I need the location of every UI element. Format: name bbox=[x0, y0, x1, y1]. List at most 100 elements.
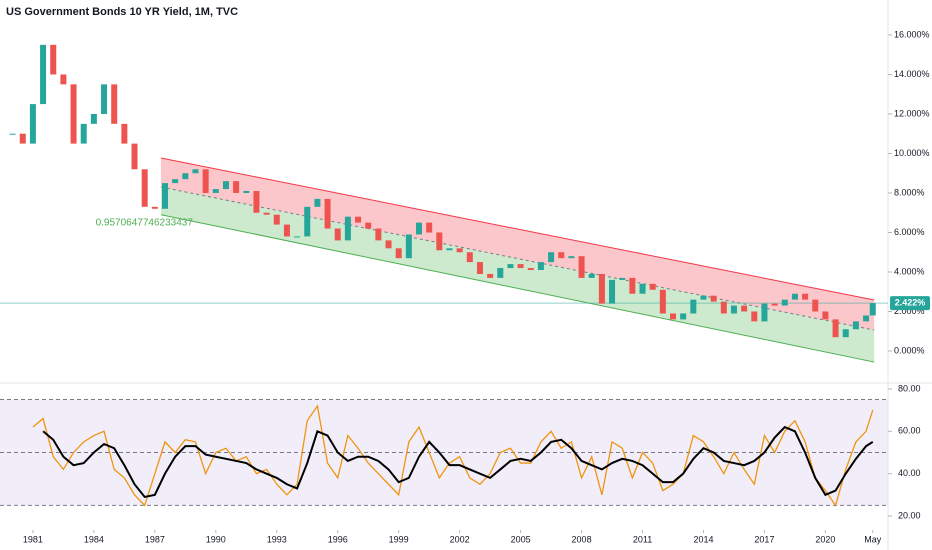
x-tick-label: 1996 bbox=[328, 534, 348, 544]
candle bbox=[294, 236, 301, 238]
candle bbox=[619, 277, 626, 280]
y2-tick-label: 80.00 bbox=[898, 383, 921, 393]
candle bbox=[405, 234, 412, 259]
candle bbox=[822, 311, 829, 320]
candle bbox=[456, 248, 463, 253]
candle bbox=[121, 123, 128, 144]
candle bbox=[690, 299, 697, 314]
x-tick-label: 1981 bbox=[23, 534, 43, 544]
x-tick-label: 2002 bbox=[450, 534, 470, 544]
x-tick-label: 2014 bbox=[693, 534, 713, 544]
candle bbox=[771, 303, 778, 306]
candle bbox=[202, 169, 209, 193]
candle bbox=[700, 295, 707, 300]
x-tick-label: 1999 bbox=[389, 534, 409, 544]
y2-tick-label: 60.00 bbox=[898, 426, 921, 436]
x-tick-label: 1993 bbox=[267, 534, 287, 544]
candle bbox=[314, 198, 321, 207]
candle bbox=[355, 216, 362, 223]
candle bbox=[869, 303, 876, 316]
candle bbox=[710, 295, 717, 302]
candle bbox=[812, 299, 819, 312]
y-tick-label: 10.000% bbox=[894, 148, 930, 158]
candle bbox=[416, 222, 423, 235]
candle bbox=[720, 301, 727, 314]
candle bbox=[29, 104, 36, 144]
candle bbox=[304, 206, 311, 237]
candle bbox=[639, 283, 646, 294]
chart-title: US Government Bonds 10 YR Yield, 1M, TVC bbox=[6, 6, 238, 18]
candle bbox=[375, 228, 382, 241]
x-tick-label: 2005 bbox=[511, 534, 531, 544]
candle bbox=[80, 123, 87, 144]
channel-label: 0.9570647746233437 bbox=[96, 217, 194, 228]
candle bbox=[507, 264, 514, 269]
candle bbox=[446, 248, 453, 251]
candle bbox=[781, 299, 788, 306]
candle bbox=[517, 264, 524, 269]
candle bbox=[385, 240, 392, 249]
candle bbox=[741, 305, 748, 312]
candle bbox=[568, 256, 575, 259]
candle bbox=[598, 273, 605, 304]
candle bbox=[90, 113, 97, 124]
candle bbox=[344, 216, 351, 241]
candle bbox=[334, 228, 341, 241]
channel-lower bbox=[160, 214, 875, 363]
candle bbox=[426, 222, 433, 233]
last-value-box bbox=[890, 296, 930, 311]
candle bbox=[182, 173, 189, 180]
x-tick-label: 2017 bbox=[754, 534, 774, 544]
candle bbox=[111, 84, 118, 124]
candle bbox=[70, 84, 77, 144]
x-tick-label: 1990 bbox=[206, 534, 226, 544]
x-tick-label: 2011 bbox=[633, 534, 652, 544]
candle bbox=[609, 279, 616, 304]
y-tick-label: 12.000% bbox=[894, 108, 930, 118]
x-tick-label: 1984 bbox=[84, 534, 104, 544]
candle bbox=[172, 179, 179, 184]
candle bbox=[791, 293, 798, 300]
candle bbox=[578, 256, 585, 278]
channel-upper bbox=[160, 157, 875, 301]
candle bbox=[60, 74, 67, 85]
channel-middle bbox=[160, 186, 875, 331]
candle bbox=[253, 191, 260, 213]
candle bbox=[273, 214, 280, 225]
candle bbox=[649, 283, 656, 290]
candle bbox=[802, 293, 809, 300]
candle bbox=[466, 252, 473, 263]
candle bbox=[761, 303, 768, 322]
candle bbox=[487, 273, 494, 278]
candle bbox=[19, 133, 26, 144]
candle bbox=[558, 252, 565, 259]
candle bbox=[537, 262, 544, 271]
rsi-line bbox=[32, 404, 874, 507]
candle bbox=[324, 198, 331, 229]
candle bbox=[863, 315, 870, 322]
y-tick-label: 16.000% bbox=[894, 29, 930, 39]
candle bbox=[852, 321, 859, 330]
candle bbox=[659, 289, 666, 314]
candle bbox=[9, 133, 16, 135]
candle bbox=[395, 248, 402, 259]
candle bbox=[233, 181, 240, 193]
candle bbox=[680, 313, 687, 320]
candle bbox=[50, 44, 57, 75]
y2-tick-label: 40.00 bbox=[898, 468, 921, 478]
y-tick-label: 2.000% bbox=[894, 306, 925, 316]
candle bbox=[548, 252, 555, 263]
candle bbox=[527, 268, 534, 271]
channel-upper-area bbox=[160, 158, 875, 331]
candle bbox=[101, 84, 108, 114]
candle bbox=[436, 232, 443, 251]
x-tick-label: 2008 bbox=[572, 534, 592, 544]
candle bbox=[588, 273, 595, 278]
candle bbox=[192, 169, 199, 174]
y-tick-label: 14.000% bbox=[894, 69, 930, 79]
candle bbox=[162, 183, 169, 209]
x-tick-label: 2020 bbox=[815, 534, 835, 544]
candle bbox=[222, 181, 229, 190]
candle bbox=[141, 169, 148, 207]
